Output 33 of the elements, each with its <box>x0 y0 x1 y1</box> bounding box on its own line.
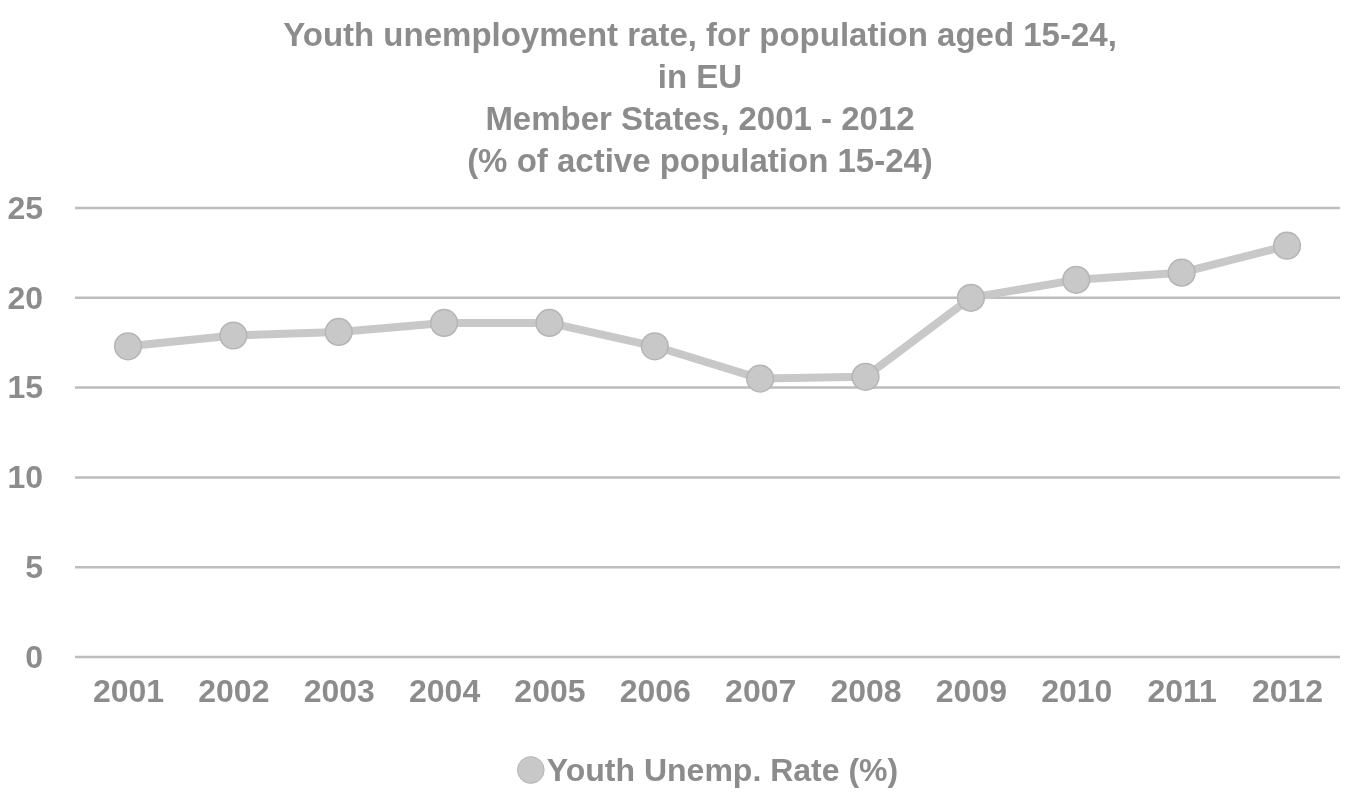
point <box>429 308 459 338</box>
x-tick-label: 2009 <box>935 672 1007 709</box>
y-tick-label: 10 <box>7 459 43 496</box>
y-tick-label: 5 <box>25 548 43 585</box>
y-tick-label: 20 <box>7 279 43 316</box>
x-tick-label: 2002 <box>198 672 270 709</box>
legend-label: Youth Unemp. Rate (%) <box>546 752 899 789</box>
x-tick-label: 2010 <box>1041 672 1113 709</box>
point <box>219 321 248 350</box>
point <box>640 332 669 361</box>
point <box>324 317 353 346</box>
x-tick-label: 2005 <box>514 672 586 709</box>
point <box>535 308 564 338</box>
x-tick-label: 2001 <box>92 672 165 709</box>
x-tick-label: 2008 <box>830 672 902 709</box>
x-tick-label: 2003 <box>303 672 375 709</box>
point <box>1062 265 1091 294</box>
point <box>113 332 143 361</box>
x-tick-label: 2006 <box>619 672 691 709</box>
point <box>956 283 986 312</box>
chart-subtitle: (% of active population 15-24) <box>467 142 933 179</box>
point <box>746 364 775 393</box>
x-tick-label: 2004 <box>409 672 481 709</box>
x-tick-label: 2012 <box>1251 672 1324 709</box>
y-tick-label: 0 <box>25 638 43 675</box>
y-tick-label: 25 <box>7 189 43 226</box>
point <box>1272 231 1302 260</box>
x-tick-label: 2007 <box>725 672 797 709</box>
y-tick-label: 15 <box>7 369 43 406</box>
point <box>851 362 880 391</box>
x-tick-label: 2011 <box>1147 672 1217 709</box>
point <box>1167 258 1196 287</box>
chart-title: Youth unemployment rate, for population aged 15-24, in EU Member States, 2001 - 2012 <box>283 16 1117 137</box>
